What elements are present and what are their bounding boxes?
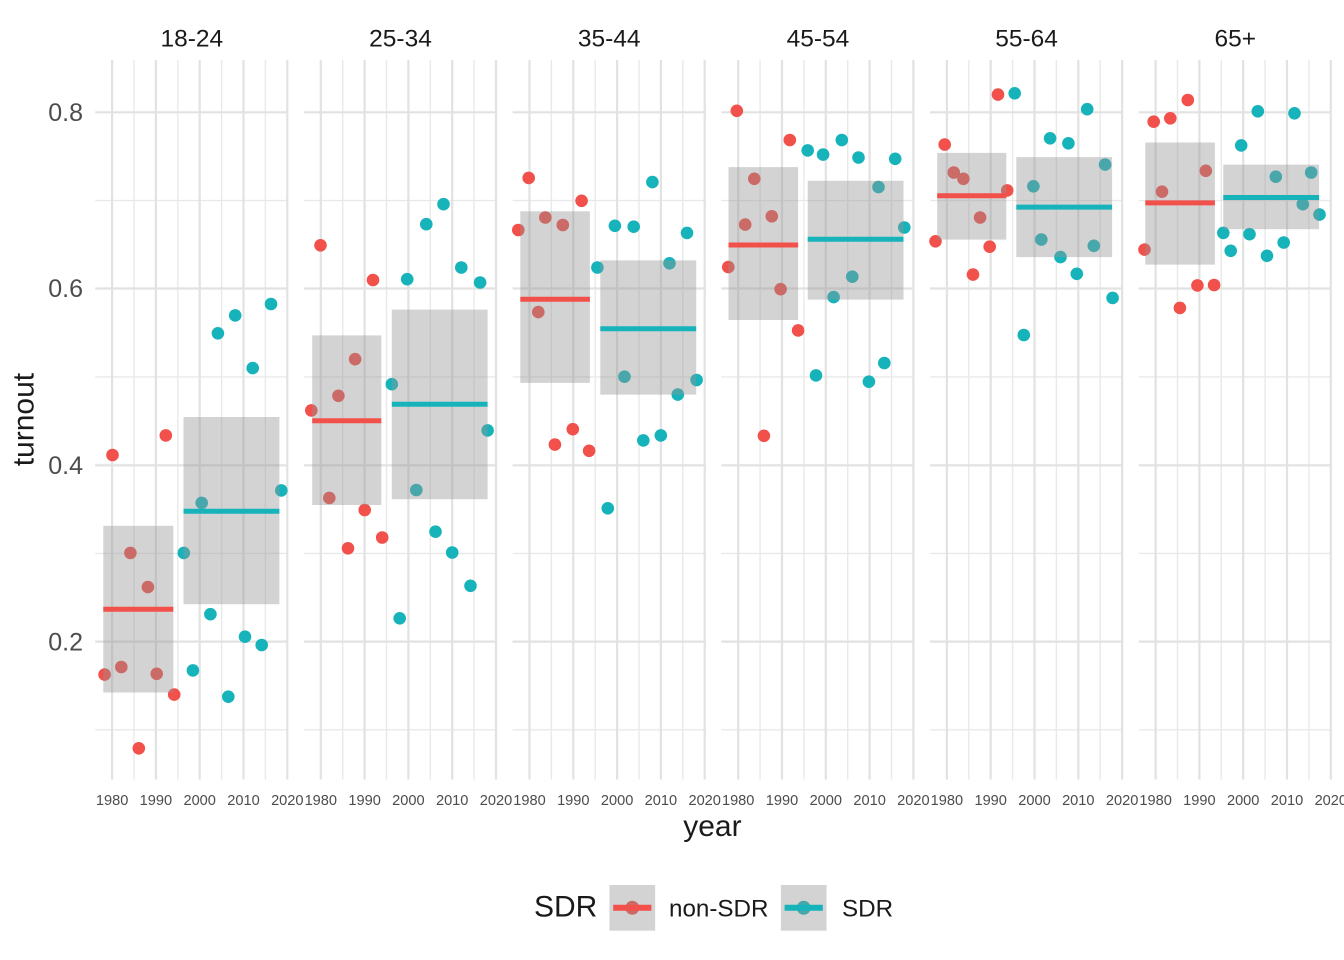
svg-text:turnout: turnout — [8, 372, 41, 466]
svg-text:2020: 2020 — [1315, 793, 1344, 809]
svg-text:2020: 2020 — [271, 793, 303, 809]
svg-text:55-64: 55-64 — [995, 26, 1058, 53]
svg-text:18-24: 18-24 — [160, 26, 223, 53]
svg-text:2010: 2010 — [853, 793, 885, 809]
svg-text:2020: 2020 — [480, 793, 512, 809]
svg-text:1990: 1990 — [974, 793, 1006, 809]
svg-text:25-34: 25-34 — [369, 26, 432, 53]
svg-text:1980: 1980 — [513, 793, 545, 809]
svg-text:1980: 1980 — [1139, 793, 1171, 809]
svg-text:0.4: 0.4 — [48, 452, 83, 480]
svg-text:1990: 1990 — [140, 793, 172, 809]
svg-text:2010: 2010 — [436, 793, 468, 809]
svg-text:1980: 1980 — [96, 793, 128, 809]
svg-text:0.8: 0.8 — [48, 99, 83, 127]
svg-text:2010: 2010 — [645, 793, 677, 809]
svg-text:2020: 2020 — [688, 793, 720, 809]
svg-text:1990: 1990 — [557, 793, 589, 809]
svg-text:45-54: 45-54 — [787, 26, 850, 53]
svg-text:2000: 2000 — [810, 793, 842, 809]
svg-text:2010: 2010 — [227, 793, 259, 809]
svg-text:0.2: 0.2 — [48, 628, 83, 656]
svg-text:1980: 1980 — [722, 793, 754, 809]
svg-text:1990: 1990 — [348, 793, 380, 809]
svg-text:2020: 2020 — [1106, 793, 1138, 809]
svg-text:SDR: SDR — [842, 896, 893, 923]
svg-text:non-SDR: non-SDR — [669, 896, 768, 923]
svg-text:2000: 2000 — [601, 793, 633, 809]
svg-text:65+: 65+ — [1215, 26, 1257, 53]
svg-text:2000: 2000 — [1018, 793, 1050, 809]
svg-text:35-44: 35-44 — [578, 26, 641, 53]
svg-text:2010: 2010 — [1062, 793, 1094, 809]
svg-text:2010: 2010 — [1271, 793, 1303, 809]
svg-text:year: year — [683, 810, 741, 843]
svg-text:SDR: SDR — [534, 890, 597, 923]
svg-text:2000: 2000 — [1227, 793, 1259, 809]
svg-text:2020: 2020 — [897, 793, 929, 809]
svg-text:2000: 2000 — [392, 793, 424, 809]
svg-text:1990: 1990 — [766, 793, 798, 809]
svg-text:1980: 1980 — [931, 793, 963, 809]
svg-text:1990: 1990 — [1183, 793, 1215, 809]
svg-text:2000: 2000 — [183, 793, 215, 809]
svg-text:0.6: 0.6 — [48, 275, 83, 303]
svg-text:1980: 1980 — [305, 793, 337, 809]
